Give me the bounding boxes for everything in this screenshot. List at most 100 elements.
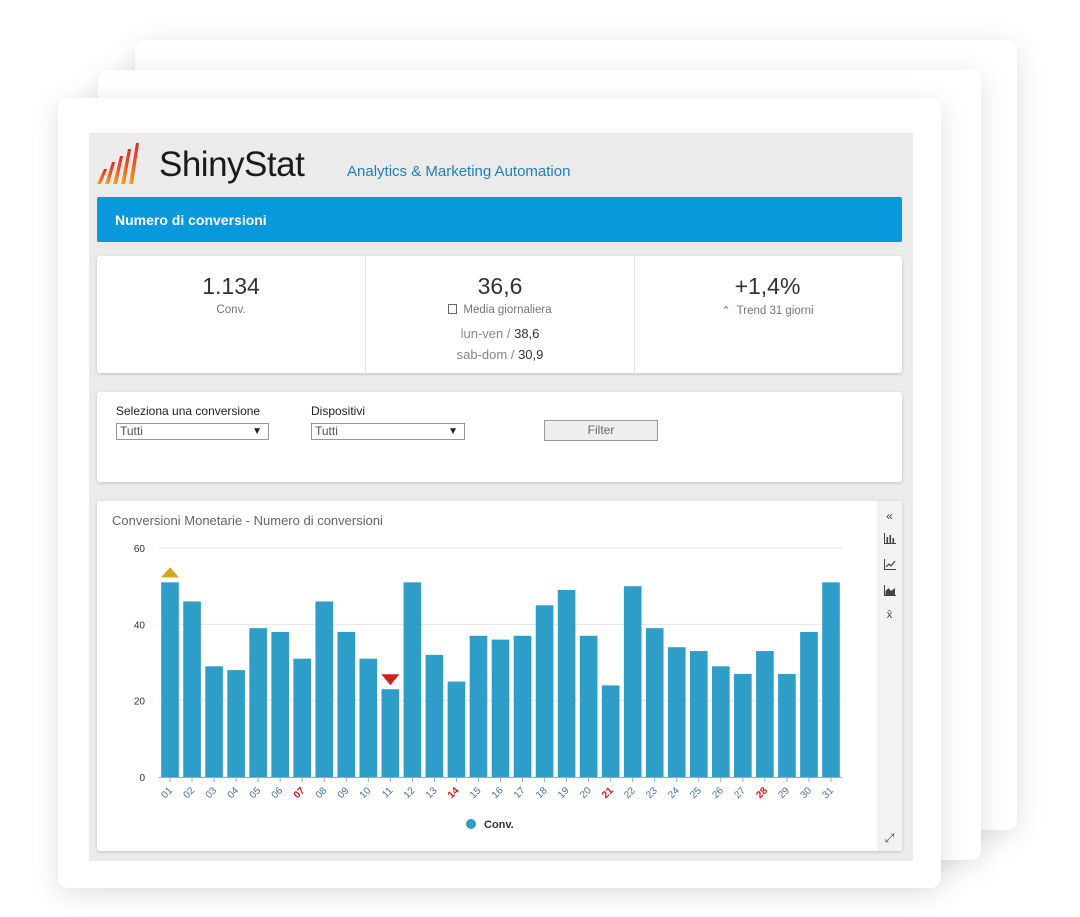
x-tick-label: 21: [600, 785, 616, 801]
bar: [447, 681, 466, 777]
x-tick-label: 10: [358, 785, 374, 801]
bar: [271, 631, 289, 777]
conversion-select[interactable]: Tutti ▼: [116, 423, 269, 440]
x-tick-label: 22: [622, 785, 638, 801]
bar: [756, 651, 774, 777]
section-title: Numero di conversioni: [115, 212, 267, 228]
x-tick-label: 25: [688, 785, 704, 801]
x-tick-label: 13: [424, 785, 440, 801]
conversion-select-value: Tutti: [120, 424, 143, 438]
bar: [315, 601, 334, 777]
bar: [822, 582, 840, 777]
expand-icon[interactable]: ⤢: [884, 831, 895, 845]
x-tick-label: 12: [402, 785, 418, 801]
x-tick-label: 30: [798, 785, 814, 801]
chart-card: Conversioni Monetarie - Numero di conver…: [97, 501, 902, 851]
bar: [667, 647, 686, 777]
x-tick-label: 26: [710, 785, 726, 801]
x-tick-label: 05: [248, 785, 264, 801]
x-tick-label: 18: [534, 785, 550, 801]
devices-select-value: Tutti: [315, 424, 338, 438]
bar: [359, 658, 378, 777]
stat-trend-value: +1,4%: [734, 273, 801, 299]
y-tick-label: 60: [134, 544, 146, 555]
weekday-value: 38,6: [514, 326, 540, 341]
min-marker-icon: [381, 674, 400, 686]
x-tick-label: 11: [380, 785, 395, 800]
stat-average-value: 36,6: [477, 273, 523, 299]
bar: [205, 666, 223, 777]
filter-button[interactable]: Filter: [544, 420, 658, 441]
bar: [469, 635, 488, 777]
bar: [249, 628, 267, 777]
stat-trend: +1,4% ⌃ Trend 31 giorni: [633, 256, 902, 373]
bar: [645, 628, 664, 777]
bar: [425, 654, 444, 777]
y-tick-label: 40: [134, 620, 146, 631]
bar: [337, 631, 356, 777]
collapse-icon[interactable]: «: [886, 509, 893, 523]
stat-average-label: Media giornaliera: [463, 304, 552, 316]
x-tick-label: 31: [820, 785, 836, 801]
x-tick-label: 27: [732, 785, 748, 801]
bar: [491, 639, 510, 777]
x-tick-label: 08: [314, 785, 330, 801]
brand-tagline: Analytics & Marketing Automation: [347, 163, 571, 180]
x-tick-label: 17: [512, 785, 528, 801]
stat-trend-label: Trend 31 giorni: [736, 305, 814, 317]
devices-select[interactable]: Tutti ▼: [311, 423, 465, 440]
chart-toolbar: « x̄ ⤢: [877, 501, 902, 851]
stat-average: 36,6 Media giornaliera lun-ven / 38,6 sa…: [365, 256, 635, 373]
legend-label: Conv.: [484, 819, 514, 831]
x-tick-label: 24: [666, 785, 682, 801]
weekend-label: sab-dom /: [456, 347, 515, 362]
shinystat-logo-icon: [97, 143, 139, 184]
filters-card: Seleziona una conversione Tutti ▼ Dispos…: [97, 392, 902, 482]
brand-name: ShinyStat: [159, 145, 305, 184]
x-tick-label: 01: [159, 785, 175, 801]
y-tick-label: 0: [139, 773, 145, 784]
bar: [689, 651, 708, 777]
x-tick-label: 29: [776, 785, 792, 801]
stat-total: 1.134 Conv.: [97, 256, 365, 373]
x-tick-label: 03: [204, 785, 220, 801]
bar: [623, 586, 642, 777]
conversion-select-label: Seleziona una conversione: [116, 404, 261, 418]
bar: [183, 601, 201, 777]
max-marker-icon: [161, 567, 180, 578]
bar-chart: 0 20 40 60 01 02 03 04 05 06 07 08 09 10 11 12 13 14 15 16 1…: [134, 544, 842, 801]
bar: [579, 635, 598, 777]
legend-marker: [466, 819, 476, 829]
chart-legend[interactable]: Conv.: [466, 819, 514, 831]
weekday-label: lun-ven /: [460, 326, 511, 341]
x-tick-label: 19: [556, 785, 572, 801]
bar: [601, 685, 620, 777]
average-icon[interactable]: x̄: [886, 609, 893, 621]
dropdown-arrow-icon: ▼: [448, 426, 458, 437]
bar: [513, 635, 532, 777]
x-tick-label: 16: [490, 785, 506, 801]
area-chart-icon[interactable]: [877, 585, 902, 599]
stats-card: 1.134 Conv. 36,6 Media giornaliera lun-v…: [97, 256, 902, 373]
x-tick-label: 23: [644, 785, 660, 801]
x-tick-label: 06: [270, 785, 286, 801]
bar: [778, 673, 796, 777]
bar: [712, 666, 730, 777]
x-tick-label: 20: [578, 785, 594, 801]
x-tick-label: 15: [468, 785, 484, 801]
chart-title: Conversioni Monetarie - Numero di conver…: [112, 513, 383, 528]
bar: [557, 589, 576, 777]
line-chart-icon[interactable]: [877, 559, 902, 573]
bar: [227, 670, 245, 777]
devices-select-label: Dispositivi: [311, 404, 366, 418]
bar: [403, 582, 422, 777]
bar: [734, 673, 752, 777]
x-tick-label: 07: [292, 785, 308, 801]
weekend-value: 30,9: [518, 347, 544, 362]
bar: [161, 582, 179, 777]
bar-chart-icon[interactable]: [877, 533, 902, 547]
dropdown-arrow-icon: ▼: [252, 426, 262, 437]
x-tick-label: 09: [336, 785, 352, 801]
bar: [535, 605, 554, 777]
x-tick-label: 02: [182, 785, 198, 801]
